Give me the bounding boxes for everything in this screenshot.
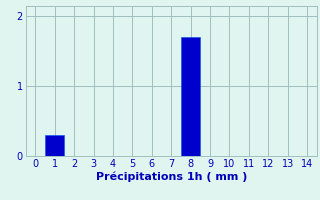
Bar bbox=[45, 135, 64, 156]
Bar bbox=[181, 37, 200, 156]
X-axis label: Précipitations 1h ( mm ): Précipitations 1h ( mm ) bbox=[95, 172, 247, 182]
